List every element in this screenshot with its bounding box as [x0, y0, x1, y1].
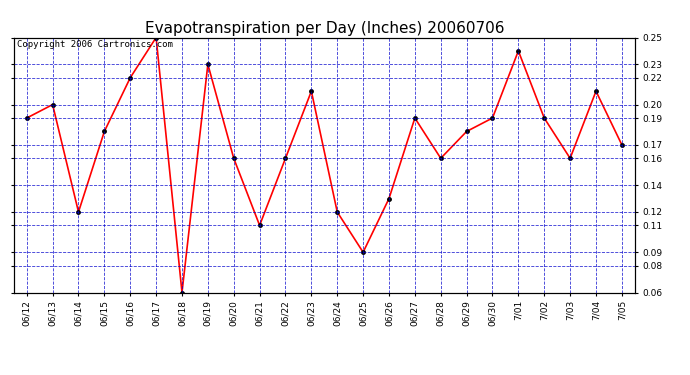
Title: Evapotranspiration per Day (Inches) 20060706: Evapotranspiration per Day (Inches) 2006…: [144, 21, 504, 36]
Text: Copyright 2006 Cartronics.com: Copyright 2006 Cartronics.com: [17, 40, 172, 49]
